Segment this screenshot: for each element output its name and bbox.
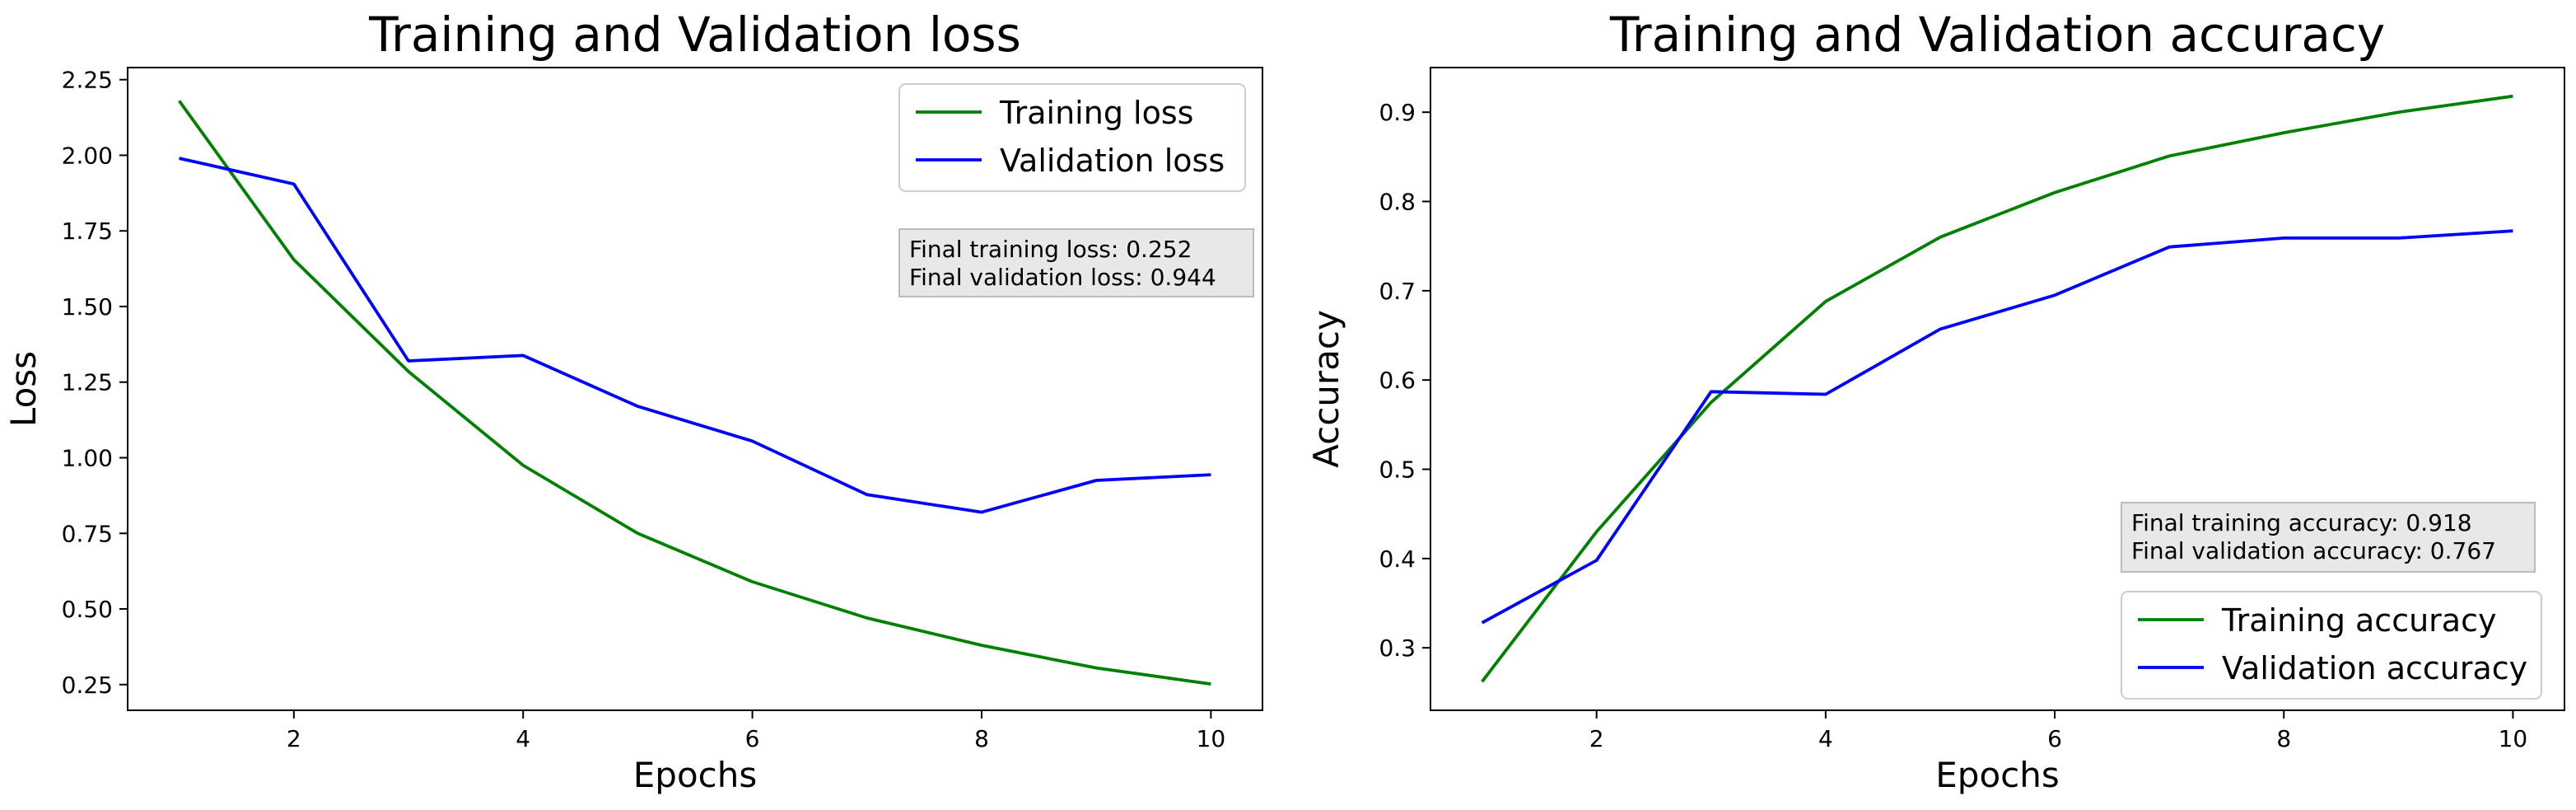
series-line-training	[1481, 94, 2513, 683]
y-tick-label: 0.25	[62, 672, 113, 699]
series-line-training	[178, 100, 1211, 686]
annotation-line: Final validation accuracy: 0.767	[2131, 537, 2496, 564]
x-axis-label: Epochs	[1935, 755, 2060, 795]
legend-box	[2121, 591, 2542, 700]
y-tick-label: 0.7	[1379, 278, 1416, 305]
legend-label: Training loss	[999, 95, 1193, 131]
legend-box	[898, 83, 1246, 192]
plot-frame	[127, 67, 1263, 711]
x-tick-label: 10	[2499, 725, 2528, 752]
x-tick-label: 4	[1818, 725, 1833, 752]
y-tick-label: 0.75	[62, 520, 113, 547]
y-tick-label: 0.5	[1379, 457, 1416, 484]
y-tick-label: 0.9	[1379, 99, 1416, 126]
y-tick-label: 0.4	[1379, 545, 1416, 573]
x-tick-label: 2	[1589, 725, 1604, 752]
legend-label: Validation loss	[1000, 143, 1225, 179]
x-tick-label: 10	[1197, 725, 1226, 752]
x-tick-label: 8	[974, 725, 989, 752]
y-axis-label: Loss	[3, 351, 44, 427]
annotation-line: Final validation loss: 0.944	[909, 264, 1216, 291]
y-tick-label: 0.50	[62, 596, 113, 623]
y-tick-label: 0.6	[1379, 367, 1416, 394]
y-tick-label: 1.25	[62, 369, 113, 396]
chart-title: Training and Validation loss	[368, 7, 1021, 63]
x-tick-label: 4	[516, 725, 530, 752]
annotation-box	[2121, 502, 2536, 573]
y-tick-label: 1.50	[62, 293, 113, 321]
plot-frame	[1430, 67, 2565, 711]
legend-label: Validation accuracy	[2222, 650, 2527, 686]
y-tick-label: 2.25	[62, 67, 113, 94]
annotation-line: Final training accuracy: 0.918	[2131, 509, 2472, 536]
y-tick-label: 0.8	[1379, 189, 1416, 216]
y-axis-label: Accuracy	[1306, 310, 1346, 468]
x-tick-label: 6	[2047, 725, 2062, 752]
x-axis-label: Epochs	[633, 755, 758, 795]
annotation-box	[898, 228, 1254, 297]
chart-title: Training and Validation accuracy	[1609, 7, 2385, 63]
y-tick-label: 1.00	[62, 445, 113, 472]
series-line-validation	[1481, 229, 2513, 625]
series-line-validation	[179, 157, 1211, 514]
annotation-line: Final training loss: 0.252	[909, 236, 1192, 263]
legend-label: Training accuracy	[2221, 602, 2496, 639]
chart-loss: Training and Validation loss 2 4 6 8 10 0.25 0.…	[3, 7, 1263, 795]
chart-accuracy: Training and Validation accuracy 2 4 6 8 10 0.…	[1306, 7, 2565, 795]
x-tick-label: 8	[2276, 725, 2291, 752]
x-tick-label: 6	[745, 725, 760, 752]
y-tick-label: 1.75	[62, 218, 113, 245]
x-tick-label: 2	[287, 725, 301, 752]
y-tick-label: 0.3	[1379, 634, 1416, 662]
y-tick-label: 2.00	[62, 142, 113, 169]
